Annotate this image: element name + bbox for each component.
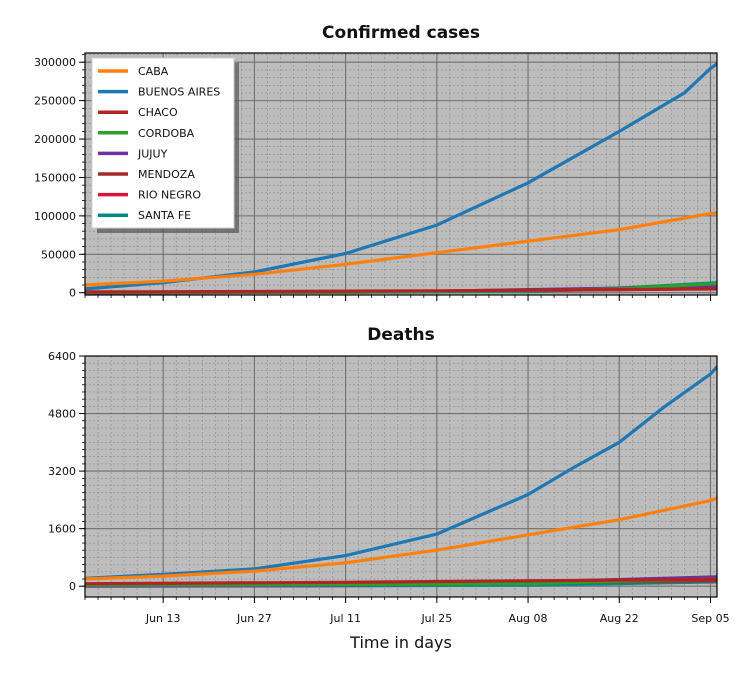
x-axis-label: Time in days <box>349 633 452 652</box>
deaths-panel: Jun 13 Jun 27 Jul 11 Jul 25 Aug 08 Aug 22 Sep … <box>48 325 730 625</box>
plot-background <box>85 356 717 597</box>
legend-entry: JUJUY <box>137 147 168 160</box>
legend-entry: SANTA FE <box>138 209 191 222</box>
plot-frame <box>84 355 718 598</box>
legend-entry: CABA <box>138 65 169 78</box>
y-tick-label: 300000 <box>34 56 76 69</box>
series-line-buenos-aires <box>85 365 717 580</box>
x-tick-label: Jul 25 <box>420 612 452 625</box>
y-tick-label: 200000 <box>34 133 76 146</box>
legend-entry: CORDOBA <box>138 127 195 140</box>
series-group <box>85 365 717 588</box>
confirmed-cases-panel: 0 50000 100000 150000 200000 250000 300000 Conf… <box>34 23 718 301</box>
y-tick-label: 6400 <box>48 350 76 363</box>
x-tick-label: Sep 05 <box>691 612 729 625</box>
y-tick-label: 3200 <box>48 465 76 478</box>
x-tick-label: Aug 22 <box>600 612 639 625</box>
grid <box>84 355 717 597</box>
legend: CABA BUENOS AIRES CHACO CORDOBA JUJUY MENDOZA… <box>91 57 239 233</box>
y-tick-label: 100000 <box>34 210 76 223</box>
plot-frame <box>84 52 718 296</box>
y-tick-label: 0 <box>69 287 76 300</box>
x-tick-label: Jun 27 <box>236 612 272 625</box>
series-line-chaco <box>85 577 717 586</box>
y-tick-label: 0 <box>69 580 76 593</box>
legend-box <box>91 57 235 229</box>
chart-title: Confirmed cases <box>322 23 480 43</box>
x-tick-label: Jul 11 <box>329 612 361 625</box>
legend-entry: CHACO <box>138 106 178 119</box>
legend-entry: RIO NEGRO <box>138 189 201 202</box>
series-line-caba <box>85 211 717 287</box>
y-tick-label: 4800 <box>48 408 76 421</box>
series-line-caba <box>85 496 717 581</box>
y-tick-label: 150000 <box>34 171 76 184</box>
x-tick-label: Aug 08 <box>509 612 548 625</box>
x-tick-label: Jun 13 <box>145 612 181 625</box>
y-tick-label: 250000 <box>34 95 76 108</box>
legend-entry: MENDOZA <box>138 168 195 181</box>
chart-title: Deaths <box>367 325 434 345</box>
y-tick-label: 50000 <box>41 248 76 261</box>
series-line-chaco <box>85 287 717 294</box>
series-group <box>85 62 717 295</box>
y-tick-label: 1600 <box>48 523 76 536</box>
legend-entry: BUENOS AIRES <box>138 86 220 99</box>
